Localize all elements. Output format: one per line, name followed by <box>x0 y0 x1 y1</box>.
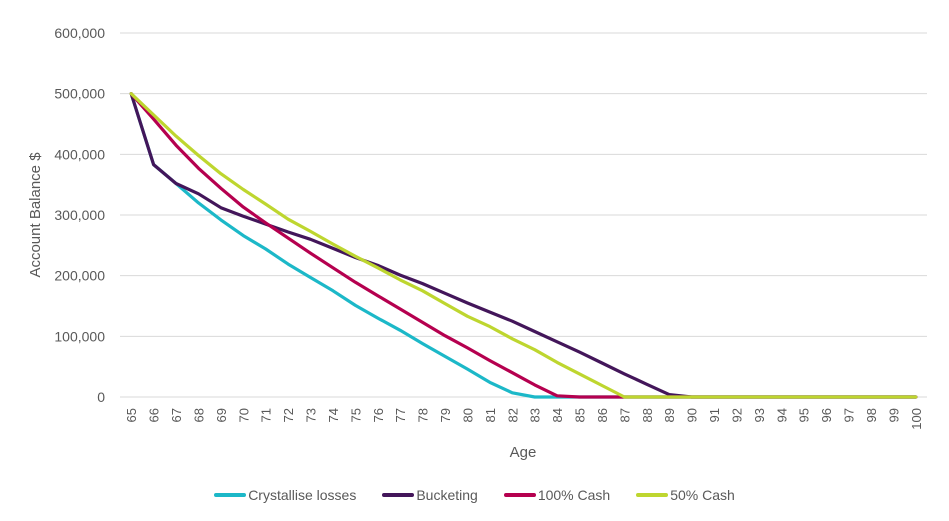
x-tick-label: 92 <box>729 408 744 422</box>
x-tick-label: 65 <box>124 408 139 422</box>
x-axis-ticks: 65 66 67 68 69 70 71 72 73 74 75 76 77 78 79 80 81 82 83 84… <box>124 408 924 430</box>
x-axis-title: Age <box>510 444 537 461</box>
y-tick-label: 100,000 <box>54 328 105 344</box>
x-tick-label: 68 <box>191 408 206 422</box>
x-tick-label: 69 <box>214 408 229 422</box>
series-lines <box>129 92 918 399</box>
x-tick-label: 87 <box>617 408 632 422</box>
x-tick-label: 86 <box>595 408 610 422</box>
x-tick-label: 79 <box>438 408 453 422</box>
x-tick-label: 84 <box>550 408 565 422</box>
y-axis-title: Account Balance $ <box>27 152 44 278</box>
series-line-50-cash <box>129 92 918 399</box>
x-tick-label: 71 <box>259 408 274 422</box>
x-tick-label: 80 <box>460 408 475 422</box>
legend-swatch <box>636 493 669 497</box>
x-tick-label: 77 <box>393 408 408 422</box>
x-tick-label: 94 <box>774 408 789 422</box>
y-tick-label: 300,000 <box>54 207 105 223</box>
y-tick-label: 400,000 <box>54 146 105 162</box>
series-line-crystallise-losses <box>129 92 918 399</box>
x-tick-label: 88 <box>640 408 655 422</box>
x-tick-label: 75 <box>348 408 363 422</box>
legend-item: Bucketing <box>382 487 478 503</box>
y-tick-label: 0 <box>97 389 105 405</box>
legend-label: Bucketing <box>416 487 478 503</box>
legend: Crystallise losses Bucketing 100% Cash 50% … <box>0 487 949 503</box>
legend-label: 50% Cash <box>670 487 735 503</box>
y-axis-ticks: 0 100,000 200,000 300,000 400,000 500,000 600,… <box>54 25 105 405</box>
y-tick-label: 200,000 <box>54 268 105 284</box>
x-tick-label: 99 <box>886 408 901 422</box>
x-tick-label: 83 <box>528 408 543 422</box>
legend-label: 100% Cash <box>537 487 611 503</box>
legend-swatch <box>382 493 415 497</box>
x-tick-label: 67 <box>169 408 184 422</box>
x-tick-label: 66 <box>147 408 162 422</box>
legend-swatch <box>503 493 536 497</box>
legend-swatch <box>214 493 247 497</box>
x-tick-label: 95 <box>797 408 812 422</box>
legend-item: 100% Cash <box>503 487 611 503</box>
x-tick-label: 93 <box>752 408 767 422</box>
y-tick-label: 600,000 <box>54 25 105 41</box>
legend-item: Crystallise losses <box>214 487 356 503</box>
x-tick-label: 91 <box>707 408 722 422</box>
y-tick-label: 500,000 <box>54 86 105 102</box>
x-tick-label: 90 <box>685 408 700 422</box>
series-line-bucketing <box>129 92 918 399</box>
x-tick-label: 98 <box>864 408 879 422</box>
x-tick-label: 100 <box>909 408 924 430</box>
series-line-100-cash <box>129 92 918 399</box>
x-tick-label: 76 <box>371 408 386 422</box>
x-tick-label: 74 <box>326 408 341 422</box>
x-tick-label: 81 <box>483 408 498 422</box>
x-tick-label: 72 <box>281 408 296 422</box>
x-tick-label: 70 <box>236 408 251 422</box>
x-tick-label: 73 <box>304 408 319 422</box>
x-tick-label: 96 <box>819 408 834 422</box>
x-tick-label: 85 <box>573 408 588 422</box>
x-tick-label: 82 <box>505 408 520 422</box>
legend-item: 50% Cash <box>636 487 735 503</box>
x-tick-label: 78 <box>416 408 431 422</box>
legend-label: Crystallise losses <box>248 487 357 503</box>
x-tick-label: 89 <box>662 408 677 422</box>
x-tick-label: 97 <box>842 408 857 422</box>
